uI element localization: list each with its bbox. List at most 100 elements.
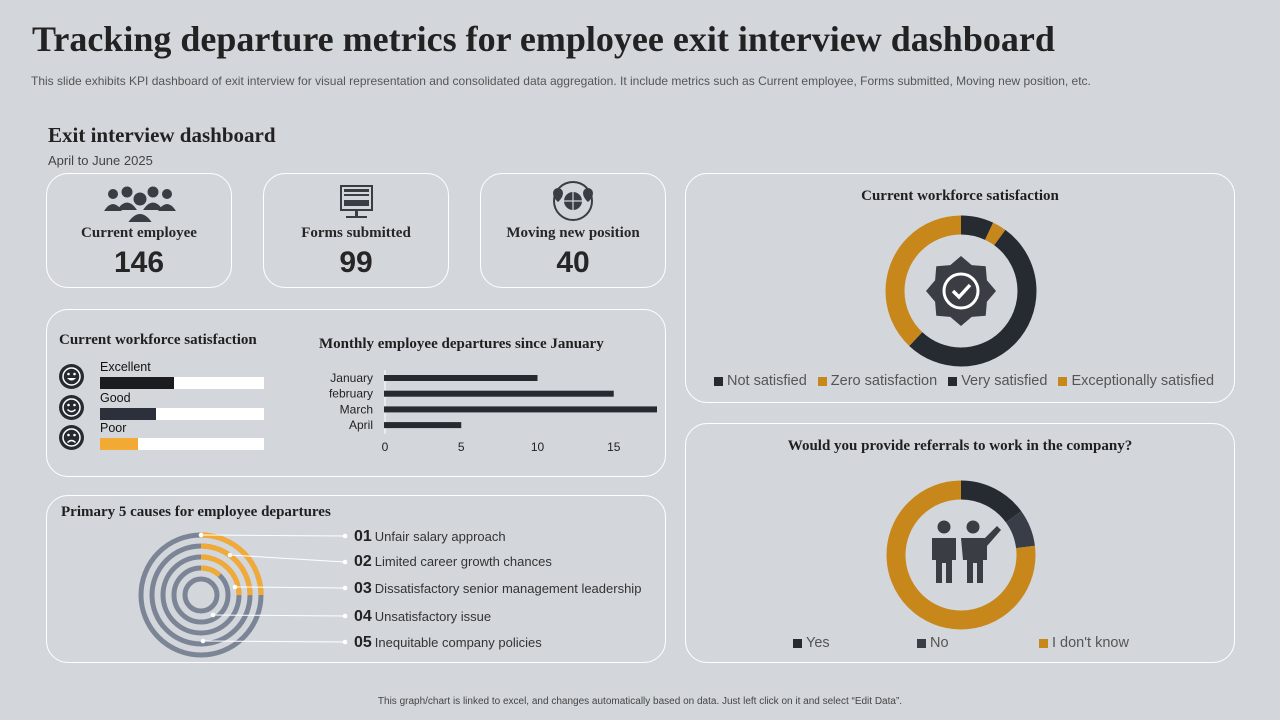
connector-dot (198, 532, 204, 538)
ring-track (182, 576, 220, 614)
satisfaction-bar-track (100, 408, 264, 420)
referral-donut-chart (886, 480, 1036, 630)
legend-item: Not satisfied (714, 373, 807, 389)
causes-radial-chart (138, 532, 348, 658)
kpi-value: 146 (113, 246, 165, 279)
connector-dot (342, 613, 348, 619)
satisfaction-bar-fill (100, 438, 138, 450)
workforce-donut-title: Current workforce satisfaction (861, 188, 1059, 204)
business-people-icon (932, 520, 1001, 583)
legend-label: Not satisfied (727, 373, 807, 389)
legend-item: No (917, 635, 949, 651)
connector-dot (342, 639, 348, 645)
category-label: April (349, 418, 373, 432)
satisfaction-label: Poor (100, 421, 127, 435)
cause-number: 04 (354, 608, 372, 625)
workforce-donut-chart (885, 215, 1037, 367)
category-label: february (329, 387, 373, 401)
kpi-card-forms-submitted: Forms submitted 99 (263, 173, 449, 288)
legend-label: I don't know (1052, 635, 1129, 651)
kpi-card-current-employee: Current employee 146 (46, 173, 232, 288)
ring-progress (149, 543, 253, 647)
cause-item: 03 Dissatisfactory senior management lead… (354, 580, 641, 598)
connector-line (234, 586, 346, 589)
satisfaction-departures-card: Current workforce satisfaction Excellent… (46, 309, 666, 477)
legend-item: Zero satisfaction (817, 373, 937, 389)
ring-progress (160, 554, 242, 636)
connector-dot (342, 533, 348, 539)
departure-bar (384, 375, 538, 381)
cause-item: 05 Inequitable company policies (354, 634, 542, 652)
departures-chart-title: Monthly employee departures since Januar… (319, 336, 604, 352)
connector-dot (227, 552, 233, 558)
dashboard-date-range: April to June 2025 (48, 153, 153, 168)
connector-dot (342, 559, 348, 565)
satisfaction-bar-fill (100, 408, 156, 420)
donut-slice (886, 480, 1036, 630)
cause-item: 01 Unfair salary approach (354, 528, 506, 546)
tick-label: 0 (382, 440, 389, 454)
kpi-label: Current employee (81, 225, 197, 241)
cause-number: 03 (354, 580, 372, 597)
cause-item: 04 Unsatisfactory issue (354, 608, 491, 626)
satisfaction-bar-track (100, 377, 264, 389)
legend-swatch (917, 638, 926, 648)
dashboard-title: Exit interview dashboard (48, 123, 276, 147)
workforce-legend: Not satisfied Zero satisfaction Very sat… (714, 373, 1214, 389)
donut-slice (885, 215, 1037, 367)
departure-bar (384, 390, 614, 397)
departures-bar-chart: JanuaryfebruaryMarchApril05101520 (329, 370, 657, 454)
legend-item: Exceptionally satisfied (1058, 373, 1214, 389)
page-title: Tracking departure metrics for employee … (32, 19, 1055, 59)
departure-bar (384, 422, 462, 429)
donut-slice (885, 215, 1037, 367)
smile-face-icon (59, 395, 84, 420)
referral-donut-title: Would you provide referrals to work in t… (787, 438, 1133, 454)
connector-dot (210, 612, 216, 618)
connector-dot (342, 585, 348, 591)
cause-item: 02 Limited career growth chances (354, 553, 552, 571)
cause-text: Dissatisfactory senior management leader… (374, 581, 642, 596)
category-label: January (330, 371, 373, 385)
people-group-icon (47, 180, 231, 224)
satisfaction-label: Good (100, 391, 131, 405)
satisfaction-row-excellent: Excellent (59, 360, 269, 400)
departure-bar (384, 406, 657, 413)
category-label: March (340, 402, 373, 416)
legend-label: Yes (806, 635, 830, 651)
connector-dot (232, 584, 238, 590)
legend-swatch (714, 376, 723, 386)
legend-label: No (930, 635, 949, 651)
causes-title: Primary 5 causes for employee departures (61, 504, 331, 520)
kpi-card-moving-new-position: Moving new position 40 (480, 173, 666, 288)
cause-number: 01 (354, 528, 372, 545)
tick-label: 5 (458, 440, 465, 454)
kpi-value: 40 (556, 246, 590, 279)
ring-track (171, 565, 231, 625)
causes-card: Primary 5 causes for employee departures (46, 495, 666, 663)
gear-check-icon (926, 256, 996, 326)
connector-line (202, 640, 346, 643)
satisfaction-bar-track (100, 438, 264, 450)
kpi-value: 99 (339, 246, 373, 279)
legend-swatch (948, 376, 958, 386)
kpi-label: Moving new position (506, 225, 640, 241)
satisfaction-row-poor: Poor (59, 421, 269, 461)
ring-progress (171, 565, 231, 625)
tick-label: 15 (607, 440, 621, 454)
submit-form-icon (264, 180, 448, 222)
satisfaction-label: Excellent (100, 360, 151, 374)
page-subtitle: This slide exhibits KPI dashboard of exi… (31, 74, 1091, 88)
legend-item: Yes (793, 635, 830, 651)
tick-label: 10 (531, 440, 545, 454)
satisfaction-bar-fill (100, 377, 174, 389)
sad-face-icon (59, 425, 84, 450)
legend-label: Exceptionally satisfied (1071, 373, 1215, 389)
legend-swatch (1039, 638, 1048, 648)
legend-label: Very satisfied (961, 373, 1048, 389)
cause-text: Unsatisfactory issue (374, 609, 492, 624)
cause-number: 05 (354, 634, 372, 651)
kpi-label: Forms submitted (301, 225, 411, 241)
legend-swatch (793, 638, 802, 648)
globe-location-icon (481, 180, 665, 222)
